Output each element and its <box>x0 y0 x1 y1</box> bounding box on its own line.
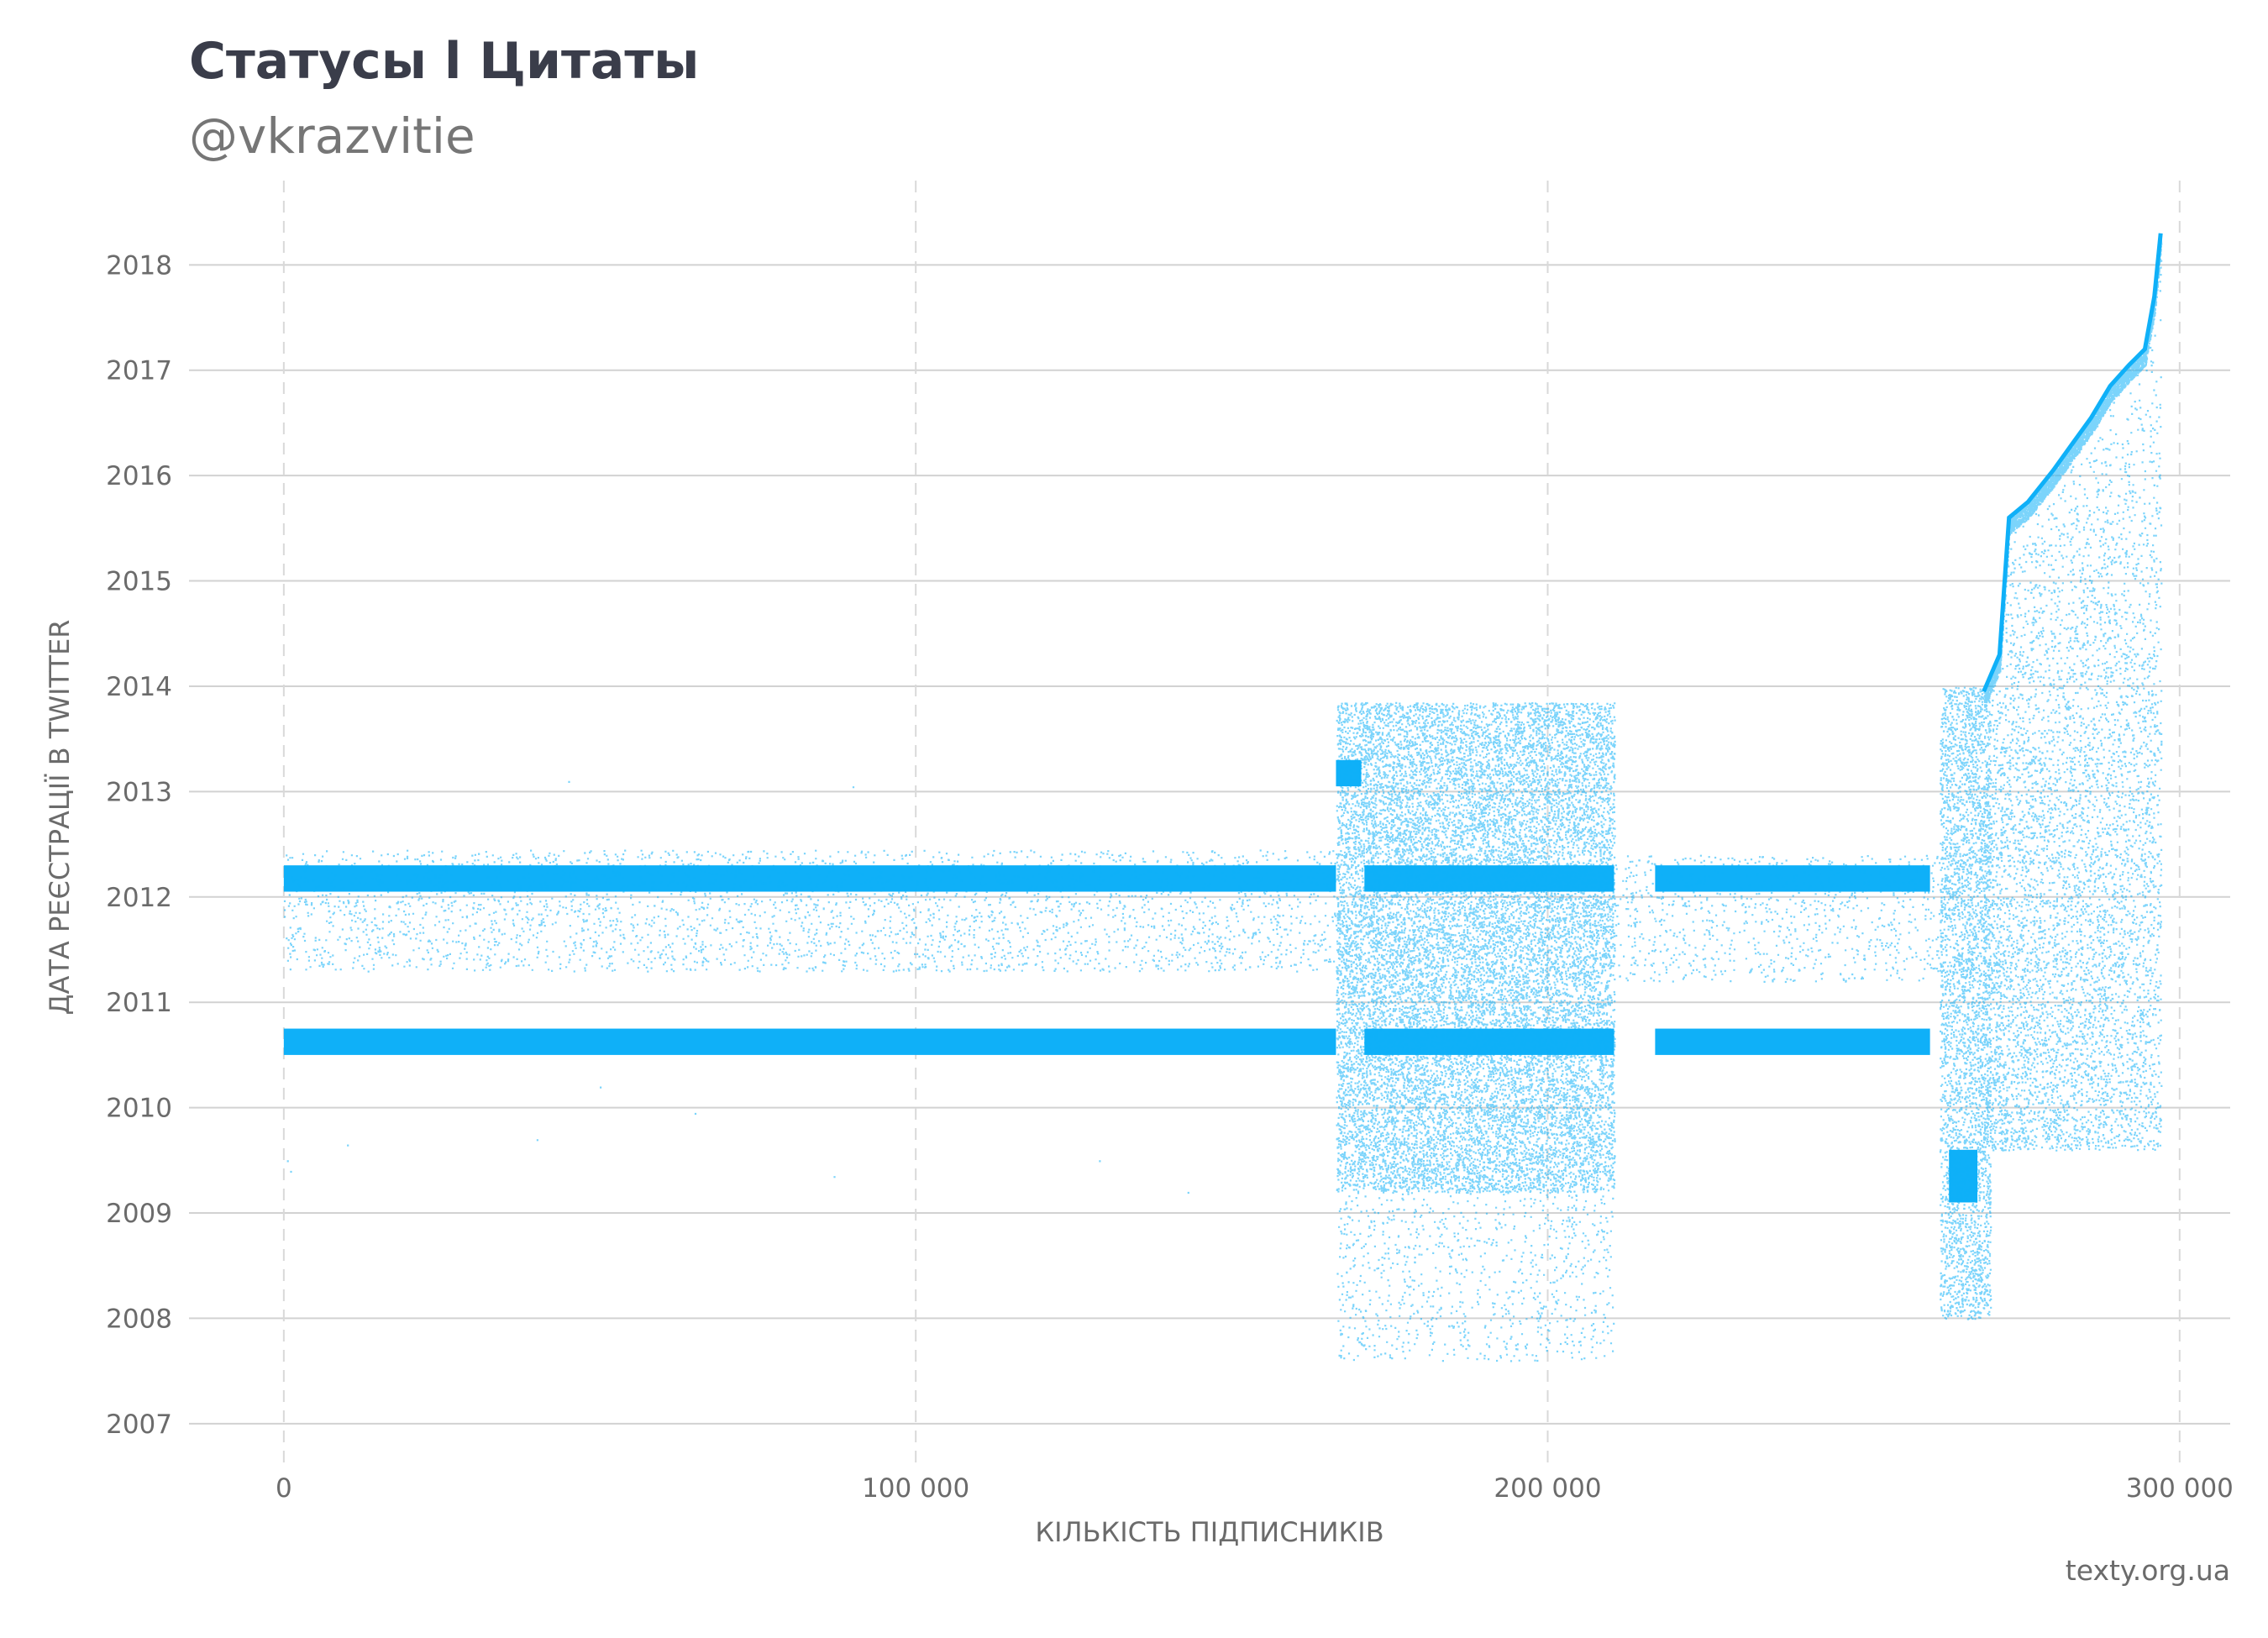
chart-title: Статусы l Цитаты <box>189 32 700 91</box>
y-tick-label: 2013 <box>106 777 172 807</box>
source-credit: texty.org.ua <box>2065 1554 2230 1587</box>
y-axis-title: ДАТА РЕЄСТРАЦІЇ В TWITTER <box>44 619 76 1015</box>
x-tick-label: 100 000 <box>862 1473 969 1504</box>
y-tick-label: 2014 <box>106 672 172 702</box>
x-tick-labels: 0 100 000 200 000 300 000 <box>276 1473 2234 1504</box>
y-tick-label: 2016 <box>106 461 172 491</box>
frontier-edge <box>1982 233 2163 693</box>
dense-band <box>1655 865 1930 892</box>
dense-band <box>1655 1028 1930 1055</box>
y-tick-label: 2012 <box>106 883 172 913</box>
y-tick-label: 2010 <box>106 1094 172 1124</box>
x-tick-label: 300 000 <box>2126 1473 2234 1504</box>
y-tick-label: 2017 <box>106 356 172 386</box>
x-axis-title: КІЛЬКІСТЬ ПІДПИСНИКІВ <box>1035 1516 1383 1548</box>
y-tick-label: 2009 <box>106 1199 172 1229</box>
scatter-dots <box>283 239 2163 1362</box>
y-tick-label: 2015 <box>106 567 172 597</box>
y-tick-label: 2008 <box>106 1304 172 1334</box>
dense-bands <box>283 759 1978 1203</box>
grid-lines <box>189 181 2230 1466</box>
y-tick-labels: 2007 2008 2009 2010 2011 2012 2013 2014 2015 2016… <box>106 250 172 1440</box>
y-tick-label: 2018 <box>106 250 172 281</box>
y-tick-label: 2007 <box>106 1410 172 1440</box>
dense-band <box>283 1028 1336 1055</box>
x-tick-label: 0 <box>276 1473 292 1504</box>
y-tick-label: 2011 <box>106 988 172 1018</box>
scatter-points <box>283 233 2163 1362</box>
x-tick-label: 200 000 <box>1494 1473 1601 1504</box>
chart-subtitle: @vkrazvitie <box>189 108 475 165</box>
